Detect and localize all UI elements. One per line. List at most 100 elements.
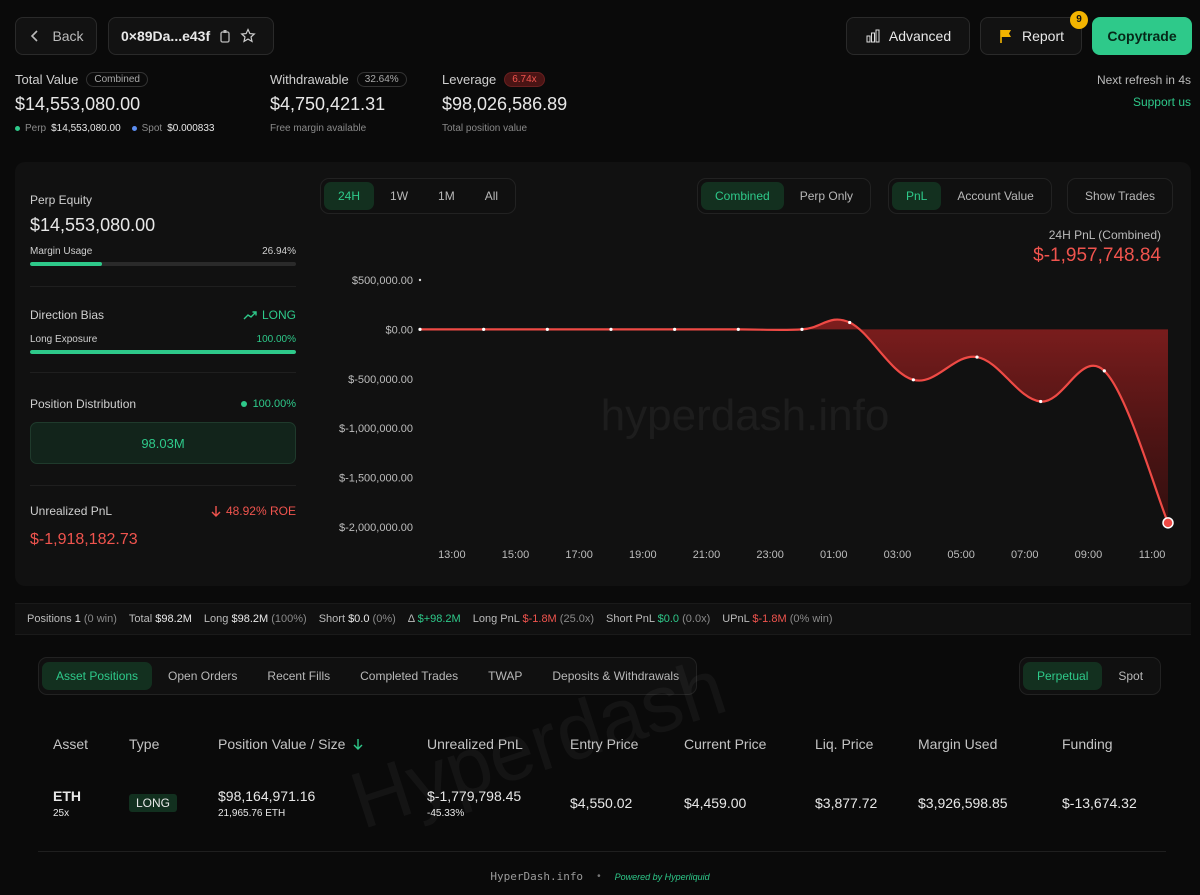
col-liq-price[interactable]: Liq. Price	[815, 736, 874, 752]
stat-upnl: $-1.8M	[752, 613, 787, 625]
col-funding[interactable]: Funding	[1062, 736, 1113, 752]
chart-point[interactable]	[545, 327, 549, 331]
report-button[interactable]: Report	[980, 17, 1082, 55]
margin-usage-value: 26.94%	[262, 246, 296, 257]
chart-point[interactable]	[736, 327, 740, 331]
metric-pnl[interactable]: PnL	[892, 182, 942, 210]
chart-point[interactable]	[975, 355, 979, 359]
row-asset: ETH	[53, 788, 81, 804]
footer-site[interactable]: HyperDash.info	[490, 870, 584, 883]
copytrade-button[interactable]: Copytrade	[1092, 17, 1192, 55]
perp-dot-icon	[15, 126, 20, 131]
chart-point[interactable]	[609, 327, 613, 331]
stat-longpnl: $-1.8M	[522, 613, 557, 625]
col-type[interactable]: Type	[129, 736, 160, 752]
star-icon[interactable]	[240, 28, 256, 44]
footer-powered[interactable]: Powered by Hyperliquid	[614, 871, 710, 882]
divider	[30, 485, 296, 486]
back-button[interactable]: Back	[15, 17, 97, 55]
copytrade-label: Copytrade	[1107, 28, 1177, 44]
perp-equity-section: Perp Equity $14,553,080.00 Margin Usage …	[30, 193, 296, 266]
chart-point[interactable]	[1039, 399, 1043, 404]
row-margin-used: $3,926,598.85	[918, 795, 1008, 811]
tab-twap[interactable]: TWAP	[488, 669, 523, 683]
col-margin-used[interactable]: Margin Used	[918, 736, 998, 752]
perp-equity-value: $14,553,080.00	[30, 215, 156, 235]
tab-spot[interactable]: Spot	[1118, 669, 1144, 683]
pnl-title: 24H PnL (Combined)	[1048, 228, 1161, 242]
chart-point[interactable]	[911, 378, 915, 382]
address-chip[interactable]: 0×89Da...e43f	[108, 17, 274, 55]
range-all[interactable]: All	[484, 189, 499, 203]
upnl-label: Unrealized PnL	[30, 504, 113, 518]
chart-current-point[interactable]	[1162, 517, 1174, 529]
row-upnl: $-1,779,798.45	[427, 788, 522, 804]
margin-usage-bar	[30, 262, 296, 266]
chart-point[interactable]	[482, 327, 486, 331]
x-tick-label: 01:00	[820, 549, 848, 561]
leverage-sub: Total position value	[442, 123, 528, 134]
long-exposure-fill	[30, 350, 296, 354]
row-liq-price: $3,877.72	[815, 795, 878, 811]
withdrawable-label: Withdrawable	[270, 72, 349, 87]
tab-open-orders[interactable]: Open Orders	[168, 669, 238, 683]
x-tick-label: 19:00	[629, 549, 657, 561]
chart-point[interactable]	[1102, 369, 1106, 373]
copy-icon[interactable]	[218, 29, 232, 43]
long-exposure-bar	[30, 350, 296, 354]
x-tick-label: 21:00	[693, 549, 721, 561]
chart-point[interactable]	[673, 327, 677, 331]
row-current-price: $4,459.00	[684, 795, 747, 811]
stat-short: $0.0	[348, 613, 370, 625]
perp-equity-label: Perp Equity	[30, 193, 93, 207]
tab-perpetual[interactable]: Perpetual	[1023, 662, 1103, 690]
col-asset[interactable]: Asset	[53, 736, 89, 752]
positions-stats-bar: Positions 1 (0 win) Total $98.2M Long $9…	[15, 603, 1191, 635]
support-link[interactable]: Support us	[1132, 95, 1191, 109]
y-tick-label: $-2,000,000.00	[339, 522, 413, 534]
chart-point[interactable]	[848, 320, 852, 325]
col-entry-price[interactable]: Entry Price	[570, 736, 639, 752]
mode-perp-only[interactable]: Perp Only	[799, 189, 854, 203]
chart-point[interactable]	[418, 327, 422, 331]
dot-icon	[240, 401, 247, 407]
col-current-price[interactable]: Current Price	[684, 736, 767, 752]
total-value-label: Total Value	[15, 72, 79, 87]
sort-down-icon[interactable]	[353, 738, 363, 750]
position-dist-bar[interactable]: 98.03M	[30, 422, 296, 464]
pnl-chart[interactable]: hyperdash.info $500,000.00 $0.00 $-500,000…	[320, 260, 1180, 570]
range-1m[interactable]: 1M	[438, 189, 455, 203]
position-distribution-section: Position Distribution 100.00% 98.03M	[30, 397, 296, 464]
metric-account-value[interactable]: Account Value	[957, 189, 1034, 203]
mode-combined[interactable]: Combined	[701, 182, 784, 210]
row-funding: $-13,674.32	[1062, 795, 1137, 811]
combined-pill: Combined	[86, 72, 148, 87]
tab-completed-trades[interactable]: Completed Trades	[360, 669, 459, 683]
y-tick-label: $-500,000.00	[348, 374, 413, 386]
tab-asset-positions[interactable]: Asset Positions	[42, 662, 153, 690]
col-unrealized-pnl[interactable]: Unrealized PnL	[427, 736, 523, 752]
leverage-value: $98,026,586.89	[442, 94, 568, 114]
positions-tabs: Asset Positions Open Orders Recent Fills…	[38, 657, 698, 695]
advanced-button[interactable]: Advanced	[846, 17, 970, 55]
show-trades-button[interactable]: Show Trades	[1067, 178, 1174, 214]
footer-sep: •	[597, 871, 601, 882]
col-position-value[interactable]: Position Value / Size	[218, 736, 363, 752]
tab-recent-fills[interactable]: Recent Fills	[267, 669, 331, 683]
market-tabs: Perpetual Spot	[1019, 657, 1162, 695]
withdrawable-value: $4,750,421.31	[270, 94, 386, 114]
direction-section: Direction Bias LONG Long Exposure 100.00…	[30, 308, 296, 354]
row-type-badge: LONG	[129, 794, 178, 812]
perp-value: $14,553,080.00	[51, 123, 121, 134]
col-position-value-label: Position Value / Size	[218, 736, 346, 752]
table-divider	[38, 851, 1166, 852]
long-exposure-value: 100.00%	[256, 334, 296, 345]
range-1w[interactable]: 1W	[390, 189, 409, 203]
stat-shortpnl-sub: (0.0x)	[682, 613, 711, 625]
tab-deposits-withdrawals[interactable]: Deposits & Withdrawals	[552, 669, 680, 683]
spot-value: $0.000833	[167, 123, 215, 134]
range-24h[interactable]: 24H	[324, 182, 375, 210]
row-position-value: $98,164,971.16	[218, 788, 316, 804]
chart-point[interactable]	[800, 327, 804, 331]
row-upnl-pct: -45.33%	[427, 808, 465, 819]
